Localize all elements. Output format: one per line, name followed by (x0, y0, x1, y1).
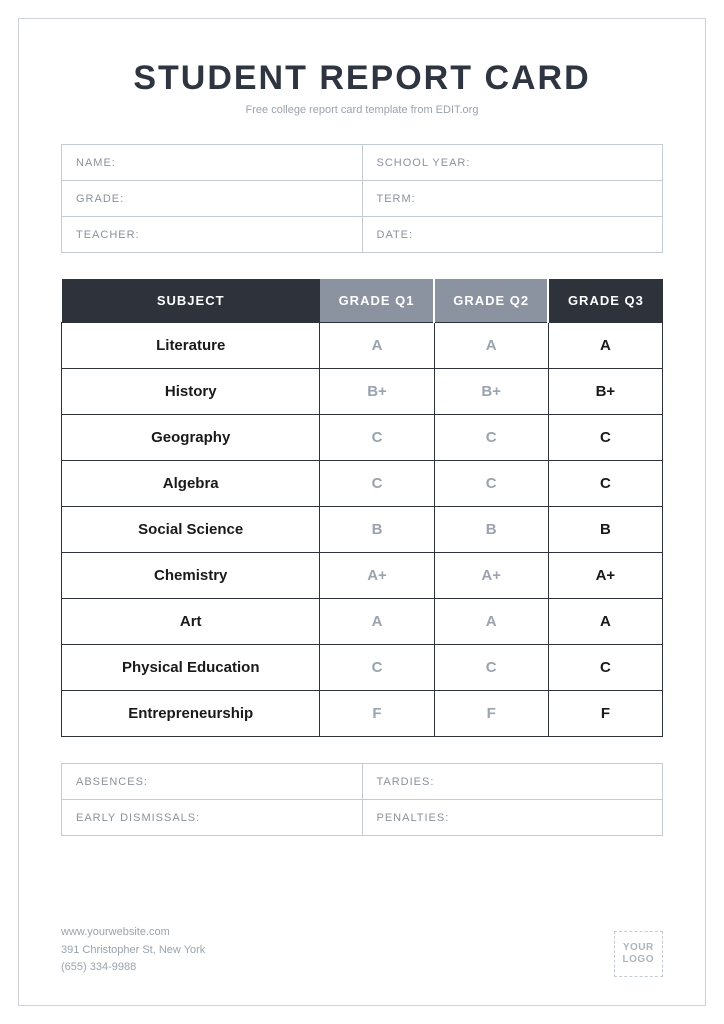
subject-cell: Chemistry (62, 553, 320, 599)
q3-cell: C (548, 415, 662, 461)
phone: (655) 334-9988 (61, 959, 205, 977)
subject-cell: Physical Education (62, 645, 320, 691)
logo-line1: YOUR (623, 942, 654, 954)
q1-cell: F (320, 691, 434, 737)
footer: www.yourwebsite.com 391 Christopher St, … (61, 924, 663, 977)
report-card-page: STUDENT REPORT CARD Free college report … (18, 18, 706, 1006)
website: www.yourwebsite.com (61, 924, 205, 942)
subject-cell: Geography (62, 415, 320, 461)
q2-cell: A (434, 323, 548, 369)
address: 391 Christopher St, New York (61, 942, 205, 960)
table-row: Physical EducationCCC (62, 645, 663, 691)
q3-cell: C (548, 461, 662, 507)
q2-header: GRADE Q2 (434, 279, 548, 323)
table-row: GeographyCCC (62, 415, 663, 461)
tardies-field: TARDIES: (362, 764, 663, 800)
subject-cell: Entrepreneurship (62, 691, 320, 737)
teacher-field: TEACHER: (62, 217, 363, 253)
q1-cell: C (320, 415, 434, 461)
q2-cell: B (434, 507, 548, 553)
q1-cell: C (320, 461, 434, 507)
school-year-field: SCHOOL YEAR: (362, 145, 663, 181)
q1-cell: A (320, 599, 434, 645)
penalties-field: PENALTIES: (362, 800, 663, 836)
q3-cell: B+ (548, 369, 662, 415)
student-info-table: NAME: SCHOOL YEAR: GRADE: TERM: TEACHER:… (61, 144, 663, 253)
q1-cell: A (320, 323, 434, 369)
q2-cell: C (434, 415, 548, 461)
logo-placeholder: YOUR LOGO (614, 931, 663, 977)
q1-cell: C (320, 645, 434, 691)
grade-field: GRADE: (62, 181, 363, 217)
subject-header: SUBJECT (62, 279, 320, 323)
q2-cell: F (434, 691, 548, 737)
absences-field: ABSENCES: (62, 764, 363, 800)
attendance-table: ABSENCES: TARDIES: EARLY DISMISSALS: PEN… (61, 763, 663, 836)
q2-cell: A (434, 599, 548, 645)
table-row: HistoryB+B+B+ (62, 369, 663, 415)
q3-cell: A (548, 323, 662, 369)
q2-cell: B+ (434, 369, 548, 415)
q3-cell: A+ (548, 553, 662, 599)
term-field: TERM: (362, 181, 663, 217)
subject-cell: Social Science (62, 507, 320, 553)
q2-cell: A+ (434, 553, 548, 599)
subject-cell: Algebra (62, 461, 320, 507)
date-field: DATE: (362, 217, 663, 253)
q3-cell: B (548, 507, 662, 553)
page-title: STUDENT REPORT CARD (61, 59, 663, 98)
table-row: AlgebraCCC (62, 461, 663, 507)
grades-table: SUBJECT GRADE Q1 GRADE Q2 GRADE Q3 Liter… (61, 279, 663, 737)
q3-cell: A (548, 599, 662, 645)
q2-cell: C (434, 645, 548, 691)
q3-header: GRADE Q3 (548, 279, 662, 323)
grades-header-row: SUBJECT GRADE Q1 GRADE Q2 GRADE Q3 (62, 279, 663, 323)
early-dismissals-field: EARLY DISMISSALS: (62, 800, 363, 836)
page-subtitle: Free college report card template from E… (61, 104, 663, 116)
q3-cell: C (548, 645, 662, 691)
name-field: NAME: (62, 145, 363, 181)
table-row: EntrepreneurshipFFF (62, 691, 663, 737)
table-row: Social ScienceBBB (62, 507, 663, 553)
table-row: ArtAAA (62, 599, 663, 645)
subject-cell: Art (62, 599, 320, 645)
q1-cell: B+ (320, 369, 434, 415)
q1-header: GRADE Q1 (320, 279, 434, 323)
q1-cell: B (320, 507, 434, 553)
subject-cell: History (62, 369, 320, 415)
contact-info: www.yourwebsite.com 391 Christopher St, … (61, 924, 205, 977)
logo-line2: LOGO (623, 954, 654, 966)
subject-cell: Literature (62, 323, 320, 369)
q3-cell: F (548, 691, 662, 737)
table-row: LiteratureAAA (62, 323, 663, 369)
table-row: ChemistryA+A+A+ (62, 553, 663, 599)
q1-cell: A+ (320, 553, 434, 599)
q2-cell: C (434, 461, 548, 507)
